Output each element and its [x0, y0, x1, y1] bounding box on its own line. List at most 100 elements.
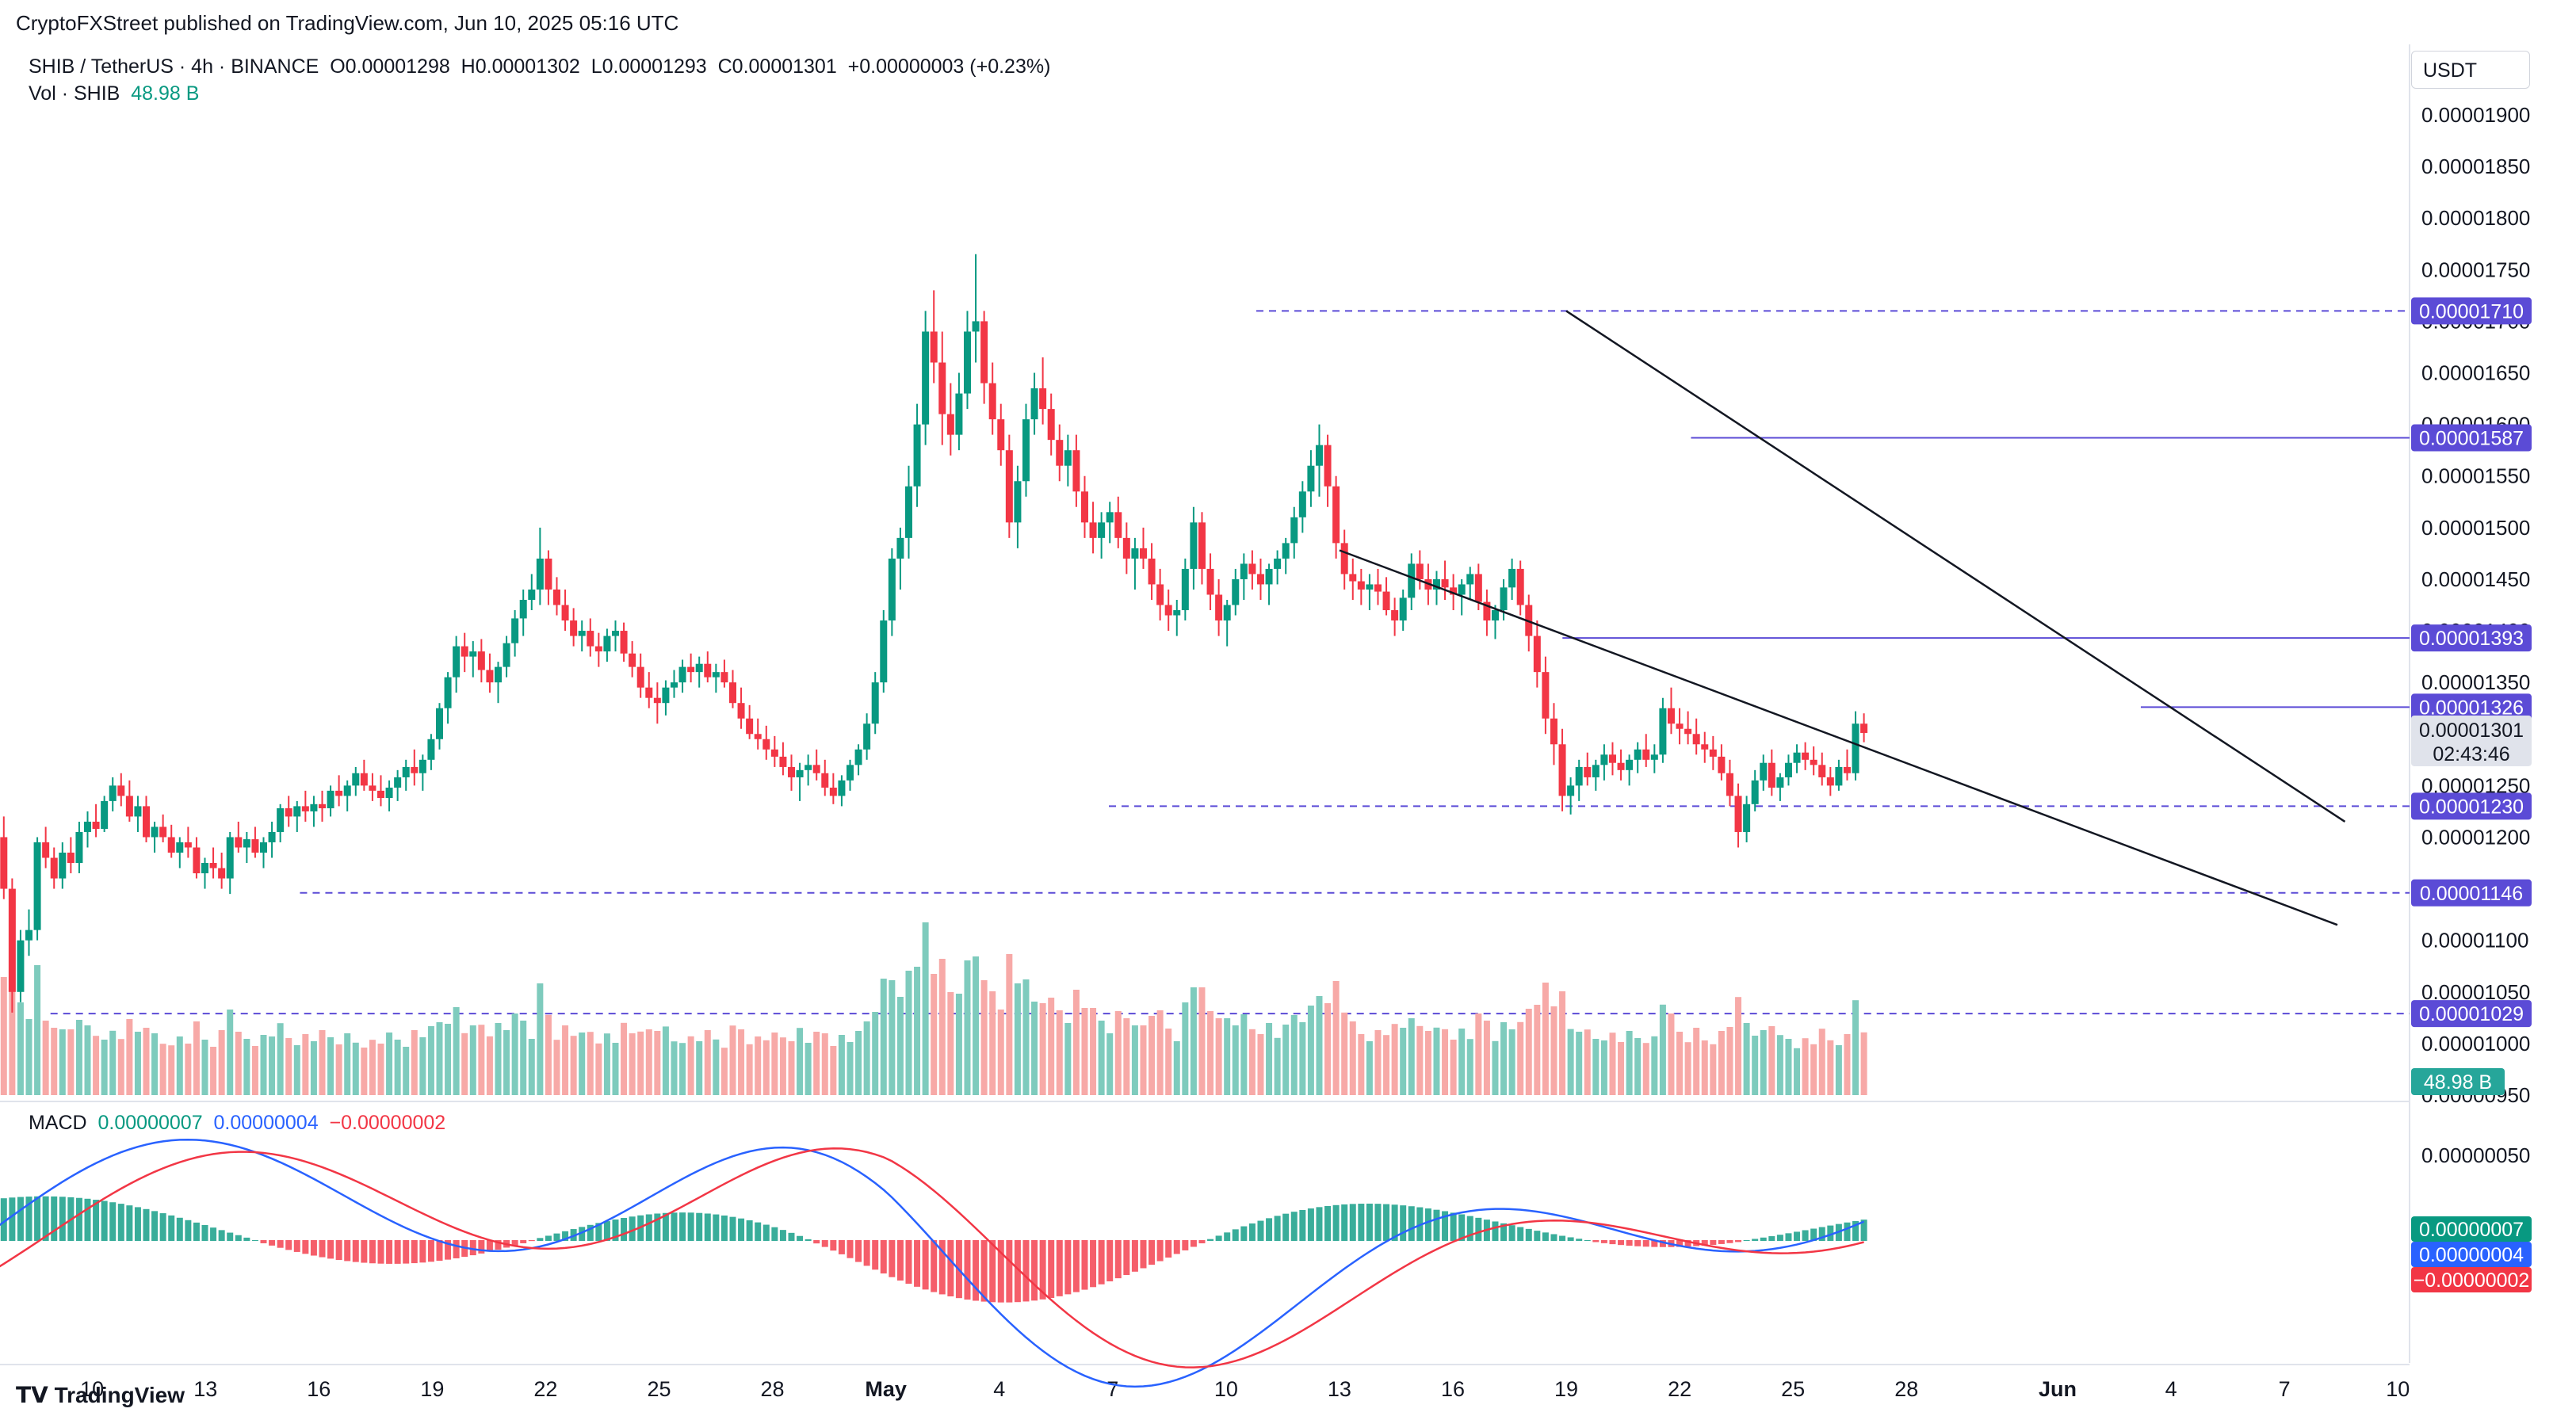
candle-body	[1550, 718, 1557, 745]
candle-body	[1450, 587, 1458, 595]
volume-bar	[511, 1013, 518, 1095]
macd-histogram-bar	[25, 1197, 32, 1241]
volume-bar	[679, 1043, 686, 1095]
macd-histogram-bar	[738, 1218, 745, 1241]
macd-label[interactable]: MACD	[29, 1112, 87, 1134]
volume-bar	[1131, 1025, 1138, 1095]
volume-bar	[629, 1033, 636, 1095]
macd-histogram-bar	[947, 1240, 954, 1296]
volume-label[interactable]: Vol · SHIB	[29, 82, 120, 105]
candle-body	[385, 787, 393, 798]
price-level-label: 0.00001587	[2419, 428, 2524, 450]
candle-body	[854, 749, 862, 765]
candle-body	[1156, 584, 1164, 605]
volume-bar	[1366, 1041, 1373, 1095]
price-level-badge	[2411, 424, 2532, 452]
candle-body	[511, 618, 519, 643]
volume-bar	[713, 1039, 720, 1095]
volume-bar	[603, 1033, 610, 1095]
volume-bar	[805, 1043, 812, 1095]
candle-body	[1500, 587, 1508, 611]
volume-bar	[1559, 991, 1566, 1095]
macd-histogram-bar	[1215, 1235, 1222, 1241]
volume-bar	[1693, 1028, 1700, 1095]
candle-body	[1014, 481, 1022, 523]
macd-histogram-bar	[1366, 1203, 1373, 1241]
candle-body	[75, 831, 83, 864]
candle-body	[1458, 584, 1466, 595]
volume-bar	[1165, 1029, 1172, 1095]
volume-bar	[1852, 1000, 1859, 1095]
macd-histogram-bar	[1844, 1222, 1851, 1241]
volume-bar	[25, 1019, 32, 1095]
volume-bar	[1785, 1039, 1792, 1095]
candle-body	[678, 666, 686, 683]
macd-histogram-bar	[143, 1208, 150, 1241]
volume-bar	[1835, 1045, 1842, 1095]
volume-bar	[1442, 1029, 1449, 1095]
macd-histogram-bar	[779, 1230, 786, 1241]
candle-body	[435, 708, 443, 739]
time-tick-label: 22	[533, 1377, 557, 1401]
price-tick-label: 0.00001000	[2421, 1032, 2530, 1055]
trendline	[1565, 310, 2346, 823]
volume-bar	[193, 1021, 200, 1095]
volume-bar	[880, 979, 887, 1095]
macd-histogram-bar	[696, 1212, 703, 1241]
macd-histogram-bar	[210, 1227, 217, 1241]
candle-body	[1307, 465, 1315, 492]
candle-body	[1567, 785, 1575, 796]
macd-histogram-bar	[377, 1240, 384, 1264]
volume-bar	[1006, 954, 1013, 1095]
volume-bar	[1726, 1027, 1733, 1095]
macd-histogram-bar	[629, 1216, 636, 1241]
volume-bar	[1735, 997, 1742, 1095]
candle-body	[636, 666, 644, 688]
volume-bar	[453, 1007, 460, 1095]
candle-body	[1139, 548, 1147, 559]
volume-bar	[1198, 987, 1206, 1095]
macd-histogram-bar	[1508, 1225, 1515, 1241]
volume-bar	[1098, 1021, 1105, 1095]
candle-body	[863, 723, 871, 750]
volume-bar	[687, 1036, 694, 1095]
price-level-label: 0.00001393	[2419, 628, 2524, 650]
candle-body	[184, 842, 192, 848]
volume-bar	[872, 1012, 879, 1095]
macd-histogram-bar	[1022, 1240, 1030, 1302]
candle-body	[1835, 766, 1843, 786]
candle-body	[1810, 759, 1817, 765]
macd-histogram-bar	[495, 1240, 502, 1250]
candle-body	[1030, 388, 1038, 420]
volume-bar	[403, 1047, 410, 1095]
macd-histogram-bar	[403, 1240, 410, 1264]
macd-histogram-bar	[1567, 1237, 1574, 1241]
volume-bar	[896, 997, 904, 1095]
candle-body	[109, 785, 117, 801]
volume-bar	[1844, 1034, 1851, 1095]
candle-body	[1860, 723, 1868, 733]
volume-bar	[931, 974, 938, 1095]
candle-body	[1784, 762, 1792, 777]
candle-body	[1751, 780, 1759, 804]
volume-bar	[1752, 1036, 1759, 1095]
macd-histogram-bar	[1064, 1240, 1072, 1295]
macd-histogram-bar	[260, 1240, 267, 1243]
volume-bar	[0, 977, 7, 1095]
candle-body	[277, 808, 285, 832]
candle-body	[427, 739, 435, 760]
volume-bar	[1182, 1002, 1189, 1095]
macd-histogram-bar	[1642, 1240, 1649, 1247]
price-unit-selector[interactable]: USDT	[2411, 51, 2530, 89]
candle-body	[444, 677, 452, 708]
candle-body	[42, 842, 50, 858]
candle-body	[1315, 445, 1323, 466]
macd-histogram-bar	[1860, 1220, 1867, 1241]
volume-bar	[1391, 1024, 1398, 1095]
candle-body	[1056, 440, 1064, 466]
candle-body	[552, 589, 560, 605]
volume-bar	[1542, 983, 1549, 1095]
symbol-name[interactable]: SHIB / TetherUS · 4h · BINANCE	[29, 55, 319, 78]
volume-bar	[352, 1042, 359, 1095]
